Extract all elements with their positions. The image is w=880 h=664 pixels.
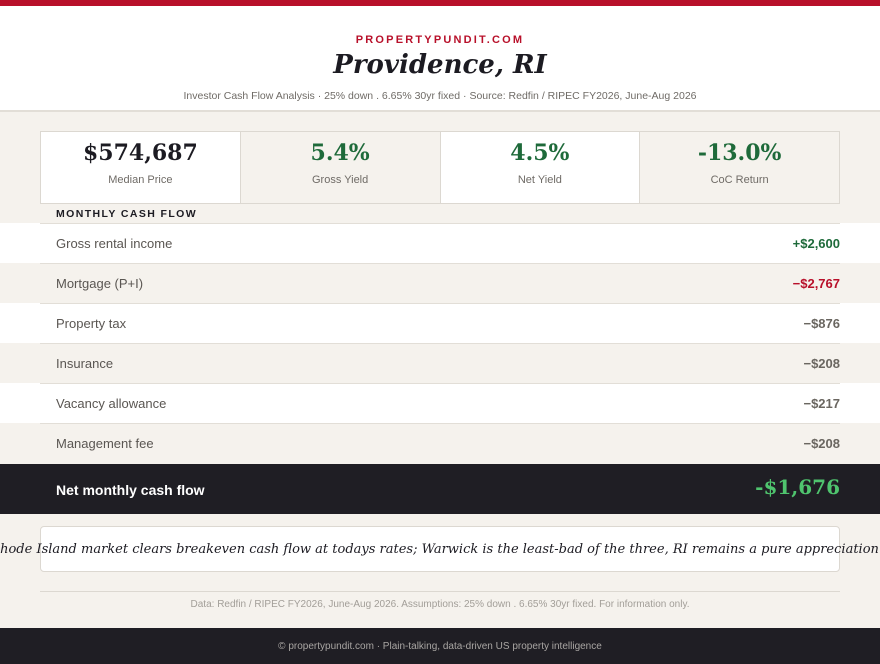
kpi-coc-return: -13.0% CoC Return [640, 132, 839, 203]
data-footnote: Data: Redfin / RIPEC FY2026, June-Aug 20… [190, 599, 690, 610]
row-divider [40, 303, 840, 304]
row-value: −$2,767 [792, 276, 840, 291]
brand-accent-bar [0, 0, 880, 6]
cash-flow-row: Mortgage (P+I) −$2,767 [0, 263, 880, 303]
net-cash-flow-value: -$1,676 [755, 475, 840, 499]
verdict-text-clip: No Rhode Island market clears breakeven … [0, 526, 880, 572]
kpi-label: Gross Yield [312, 174, 369, 186]
kpi-label: CoC Return [710, 174, 769, 186]
row-label: Insurance [56, 356, 114, 371]
cash-flow-row: Vacancy allowance −$217 [0, 383, 880, 423]
page-subtitle: Investor Cash Flow Analysis · 25% down .… [183, 90, 697, 102]
row-label: Property tax [56, 316, 127, 331]
row-value: +$2,600 [792, 236, 840, 251]
cash-flow-row: Gross rental income +$2,600 [0, 223, 880, 263]
row-divider [40, 383, 840, 384]
row-divider [40, 423, 840, 424]
footer-text: © propertypundit.com · Plain-talking, da… [278, 641, 602, 652]
row-value: −$876 [803, 316, 840, 331]
kpi-label: Net Yield [517, 174, 562, 186]
kpi-value: 5.4% [310, 140, 370, 166]
cash-flow-row: Property tax −$876 [0, 303, 880, 343]
kpi-value: $574,687 [82, 140, 198, 166]
row-label: Management fee [56, 436, 154, 451]
row-label: Vacancy allowance [56, 396, 167, 411]
kpi-net-yield: 4.5% Net Yield [440, 132, 641, 203]
row-label: Mortgage (P+I) [56, 276, 144, 291]
page-footer: © propertypundit.com · Plain-talking, da… [0, 628, 880, 664]
row-value: −$208 [803, 356, 840, 371]
row-label: Gross rental income [56, 236, 173, 251]
page-header: PROPERTYPUNDIT.COM Providence, RI Invest… [0, 6, 880, 112]
kpi-summary: $574,687 Median Price 5.4% Gross Yield 4… [40, 131, 840, 204]
net-cash-flow-summary: Net monthly cash flow -$1,676 [0, 464, 880, 514]
kpi-value: 4.5% [510, 140, 570, 166]
row-value: −$208 [803, 436, 840, 451]
net-cash-flow-label: Net monthly cash flow [56, 482, 205, 498]
kpi-label: Median Price [108, 174, 173, 186]
row-divider [40, 223, 840, 224]
verdict-text: No Rhode Island market clears breakeven … [0, 542, 880, 557]
page-title: Providence, RI [333, 50, 547, 80]
kpi-median-price: $574,687 Median Price [41, 132, 241, 203]
cash-flow-table: Gross rental income +$2,600 Mortgage (P+… [0, 223, 880, 463]
row-value: −$217 [803, 396, 840, 411]
verdict-card [40, 526, 840, 572]
brand-name[interactable]: PROPERTYPUNDIT.COM [355, 34, 525, 46]
cash-flow-row: Management fee −$208 [0, 423, 880, 463]
section-title: MONTHLY CASH FLOW [56, 208, 198, 220]
footnote-divider [40, 591, 840, 592]
cash-flow-row: Insurance −$208 [0, 343, 880, 383]
row-divider [40, 343, 840, 344]
kpi-gross-yield: 5.4% Gross Yield [241, 132, 441, 203]
kpi-value: -13.0% [697, 140, 782, 166]
row-divider [40, 263, 840, 264]
